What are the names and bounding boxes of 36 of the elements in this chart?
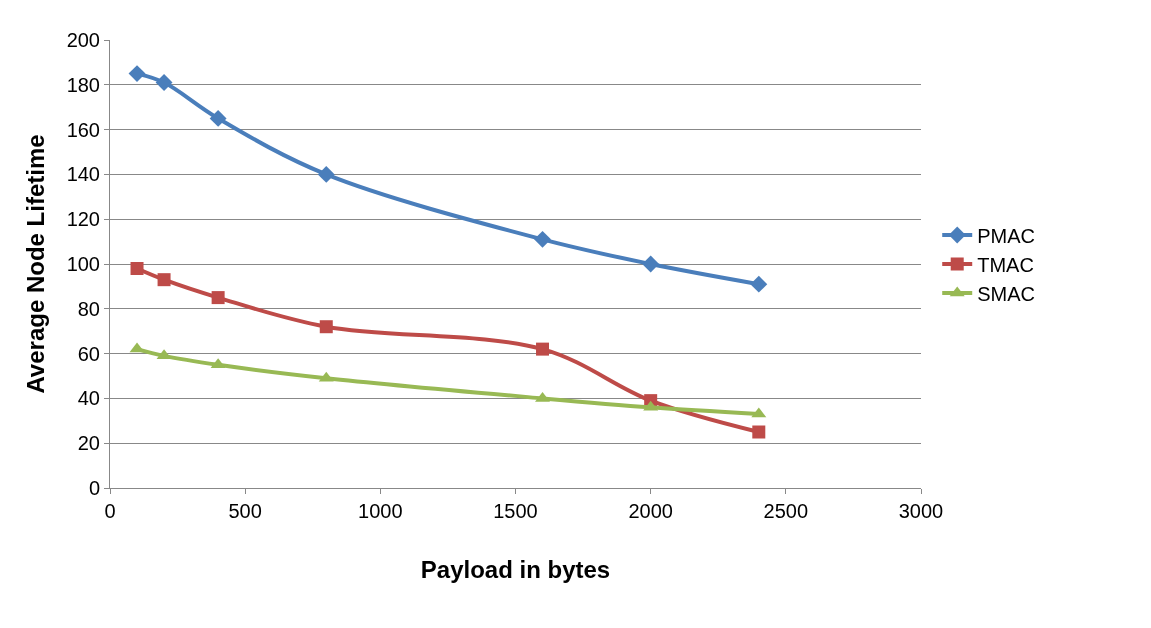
x-tick-label: 0 bbox=[104, 500, 116, 522]
y-tick-label: 120 bbox=[66, 208, 100, 231]
x-tick-label: 2000 bbox=[628, 500, 673, 522]
point bbox=[536, 342, 550, 356]
point bbox=[317, 165, 335, 183]
legend-label: TMAC bbox=[977, 253, 1034, 276]
y-tick-label: 140 bbox=[66, 163, 100, 186]
y-tick-label: 100 bbox=[66, 253, 100, 275]
y-tick-label: 160 bbox=[66, 118, 100, 141]
x-tick-label: 500 bbox=[228, 500, 262, 522]
x-tick-label: 3000 bbox=[898, 500, 944, 522]
point bbox=[211, 291, 225, 305]
point bbox=[157, 273, 171, 287]
point bbox=[128, 65, 146, 83]
x-axis-title: Payload in bytes bbox=[420, 556, 611, 584]
y-axis-title: Average Node Lifetime bbox=[21, 134, 49, 394]
y-tick-label: 180 bbox=[66, 73, 100, 96]
y-tick-label: 40 bbox=[77, 387, 100, 410]
x-tick-label: 1000 bbox=[358, 500, 403, 522]
point bbox=[534, 230, 551, 248]
x-tick-label: 2500 bbox=[763, 500, 809, 522]
x-tick-label: 1500 bbox=[493, 500, 538, 522]
point bbox=[752, 425, 766, 439]
y-tick-label: 0 bbox=[88, 477, 100, 499]
legend-label: PMAC bbox=[977, 224, 1036, 247]
y-tick-label: 200 bbox=[66, 29, 100, 51]
point bbox=[130, 261, 144, 275]
point bbox=[750, 275, 768, 293]
y-tick-label: 60 bbox=[77, 342, 100, 365]
y-tick-label: 80 bbox=[77, 297, 100, 320]
point bbox=[319, 320, 333, 334]
y-tick-label: 20 bbox=[77, 432, 100, 455]
point bbox=[642, 255, 660, 273]
point bbox=[209, 109, 227, 127]
legend-label: SMAC bbox=[977, 282, 1036, 305]
point bbox=[155, 74, 173, 92]
